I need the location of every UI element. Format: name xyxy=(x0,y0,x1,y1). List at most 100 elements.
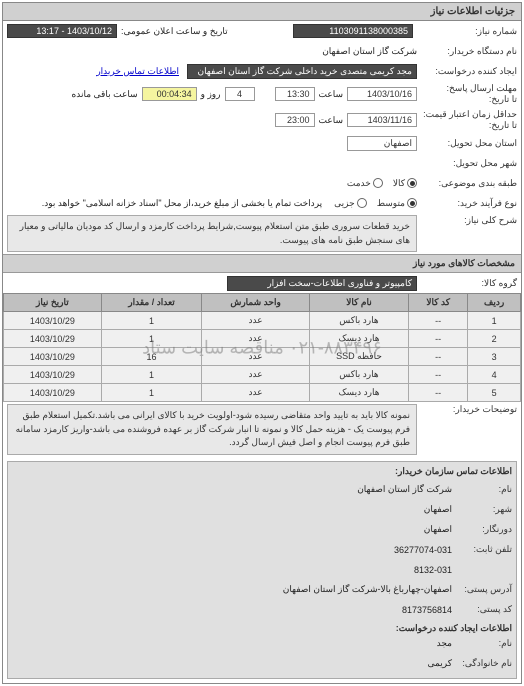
contact-fax-value: اصفهان xyxy=(424,524,452,535)
goods-group-label: گروه کالا: xyxy=(417,278,517,289)
contact-name-value: شرکت گاز استان اصفهان xyxy=(357,484,452,495)
table-cell: هارد باکس xyxy=(309,366,408,384)
remaining-time: 00:04:34 xyxy=(142,87,197,101)
province-label: استان محل تحویل: xyxy=(417,138,517,149)
table-cell: 3 xyxy=(468,348,521,366)
radio-icon xyxy=(407,178,417,188)
table-cell: -- xyxy=(409,384,468,402)
req-name-label: نام: xyxy=(452,638,512,649)
table-cell: 16 xyxy=(101,348,201,366)
table-cell: 2 xyxy=(468,330,521,348)
contact-title: اطلاعات تماس سازمان خریدار: xyxy=(12,466,512,477)
panel-title: جزئیات اطلاعات نیاز xyxy=(3,3,521,21)
table-row: 1--هارد باکسعدد11403/10/29 xyxy=(4,312,521,330)
table-row: 3--حافظه SSDعدد161403/10/29 xyxy=(4,348,521,366)
radio-icon xyxy=(373,178,383,188)
contact-phone-value: 36277074-031 xyxy=(394,545,452,555)
process-option-medium[interactable]: متوسط xyxy=(377,198,417,209)
postal-code-value: 8173756814 xyxy=(402,605,452,615)
contact-phone2-value: 8132-031 xyxy=(414,565,452,575)
price-validity-label: حداقل زمان اعتبار قیمت: تا تاریخ: xyxy=(417,109,517,131)
buyer-notes-text: نمونه کالا باید به تایید واحد متقاضی رسی… xyxy=(7,404,417,455)
price-time-label: ساعت xyxy=(319,115,344,126)
creator-value: مجد کریمی متصدی خرید داخلی شرکت گاز استا… xyxy=(187,64,417,79)
header-row: شماره نیاز: 1103091138000385 تاریخ و ساع… xyxy=(3,21,521,41)
table-cell: 4 xyxy=(468,366,521,384)
table-cell: عدد xyxy=(202,366,310,384)
table-cell: -- xyxy=(409,348,468,366)
process-label: نوع فرآیند خرید: xyxy=(417,198,517,209)
table-cell: عدد xyxy=(202,330,310,348)
commodity-radio-group: کالا خدمت xyxy=(347,178,417,189)
postal-address-label: آدرس پستی: xyxy=(452,584,512,595)
commodity-option-kala[interactable]: کالا xyxy=(393,178,417,189)
radio-icon xyxy=(407,198,417,208)
commodity-label: طبقه بندی موضوعی: xyxy=(417,178,517,189)
need-number-value: 1103091138000385 xyxy=(293,24,413,38)
col-date: تاریخ نیاز xyxy=(4,294,102,312)
buyer-notes-row: توضیحات خریدار: نمونه کالا باید به تایید… xyxy=(3,402,521,457)
table-cell: عدد xyxy=(202,312,310,330)
process-radio-group: متوسط جزیی xyxy=(334,198,417,209)
family-label: نام خانوادگی: xyxy=(452,658,512,669)
goods-table: ردیف کد کالا نام کالا واحد شمارش تعداد /… xyxy=(3,293,521,402)
general-desc-label: شرح کلی نیاز: xyxy=(417,215,517,226)
contact-phone-label: تلفن ثابت: xyxy=(452,544,512,555)
col-code: کد کالا xyxy=(409,294,468,312)
remaining-label: ساعت باقی مانده xyxy=(72,89,138,100)
table-cell: 1 xyxy=(101,312,201,330)
table-cell: 1 xyxy=(468,312,521,330)
city-label: شهر محل تحویل: xyxy=(417,158,517,169)
req-name-value: مجد xyxy=(437,638,452,649)
creator-label: ایجاد کننده درخواست: xyxy=(417,66,517,77)
general-desc-row: شرح کلی نیاز: خرید قطعات سروری طبق متن ا… xyxy=(3,213,521,254)
table-cell: 1 xyxy=(101,330,201,348)
col-qty: تعداد / مقدار xyxy=(101,294,201,312)
table-cell: 1403/10/29 xyxy=(4,330,102,348)
contact-name-label: نام: xyxy=(452,484,512,495)
process-note: پرداخت تمام یا بخشی از مبلغ خرید،از محل … xyxy=(42,198,322,209)
table-cell: عدد xyxy=(202,384,310,402)
buyer-org-label: نام دستگاه خریدار: xyxy=(417,46,517,57)
table-cell: 1403/10/29 xyxy=(4,384,102,402)
col-row: ردیف xyxy=(468,294,521,312)
creator-row: ایجاد کننده درخواست: مجد کریمی متصدی خری… xyxy=(3,61,521,81)
commodity-option-khedmat[interactable]: خدمت xyxy=(347,178,383,189)
general-desc-text: خرید قطعات سروری طبق متن استعلام پیوست,ش… xyxy=(7,215,417,252)
contact-city-value: اصفهان xyxy=(424,504,452,515)
table-wrapper: ردیف کد کالا نام کالا واحد شمارش تعداد /… xyxy=(3,293,521,402)
contact-fax-label: دورنگار: xyxy=(452,524,512,535)
price-time: 23:00 xyxy=(275,113,315,127)
commodity-row: طبقه بندی موضوعی: کالا خدمت xyxy=(3,173,521,193)
buyer-org-row: نام دستگاه خریدار: شرکت گاز استان اصفهان xyxy=(3,41,521,61)
postal-code-label: کد پستی: xyxy=(452,604,512,615)
price-date: 1403/11/16 xyxy=(347,113,417,127)
buyer-org-value: شرکت گاز استان اصفهان xyxy=(322,46,417,57)
process-row: نوع فرآیند خرید: متوسط جزیی پرداخت تمام … xyxy=(3,193,521,213)
response-time-label: ساعت xyxy=(319,89,344,100)
col-unit: واحد شمارش xyxy=(202,294,310,312)
city-row: شهر محل تحویل: xyxy=(3,153,521,173)
buyer-notes-label: توضیحات خریدار: xyxy=(417,404,517,415)
need-number-label: شماره نیاز: xyxy=(417,26,517,37)
contact-link[interactable]: اطلاعات تماس خریدار xyxy=(96,66,179,77)
days-label: روز و xyxy=(201,89,221,100)
table-cell: 1403/10/29 xyxy=(4,348,102,366)
table-cell: هارد دیسک xyxy=(309,330,408,348)
table-cell: 1 xyxy=(101,366,201,384)
table-row: 2--هارد دیسکعدد11403/10/29 xyxy=(4,330,521,348)
contact-panel: اطلاعات تماس سازمان خریدار: نام: شرکت گا… xyxy=(7,461,517,679)
response-date: 1403/10/16 xyxy=(347,87,417,101)
announce-value: 1403/10/12 - 13:17 xyxy=(7,24,117,38)
table-header-row: ردیف کد کالا نام کالا واحد شمارش تعداد /… xyxy=(4,294,521,312)
process-option-partial[interactable]: جزیی xyxy=(334,198,367,209)
goods-group-value: کامپیوتر و فناوری اطلاعات-سخت افزار xyxy=(227,276,417,291)
table-cell: 5 xyxy=(468,384,521,402)
col-name: نام کالا xyxy=(309,294,408,312)
table-cell: -- xyxy=(409,312,468,330)
request-creator-title: اطلاعات ایجاد کننده درخواست: xyxy=(12,623,512,634)
table-cell: حافظه SSD xyxy=(309,348,408,366)
price-validity-row: حداقل زمان اعتبار قیمت: تا تاریخ: 1403/1… xyxy=(3,107,521,133)
table-cell: عدد xyxy=(202,348,310,366)
table-cell: 1403/10/29 xyxy=(4,366,102,384)
